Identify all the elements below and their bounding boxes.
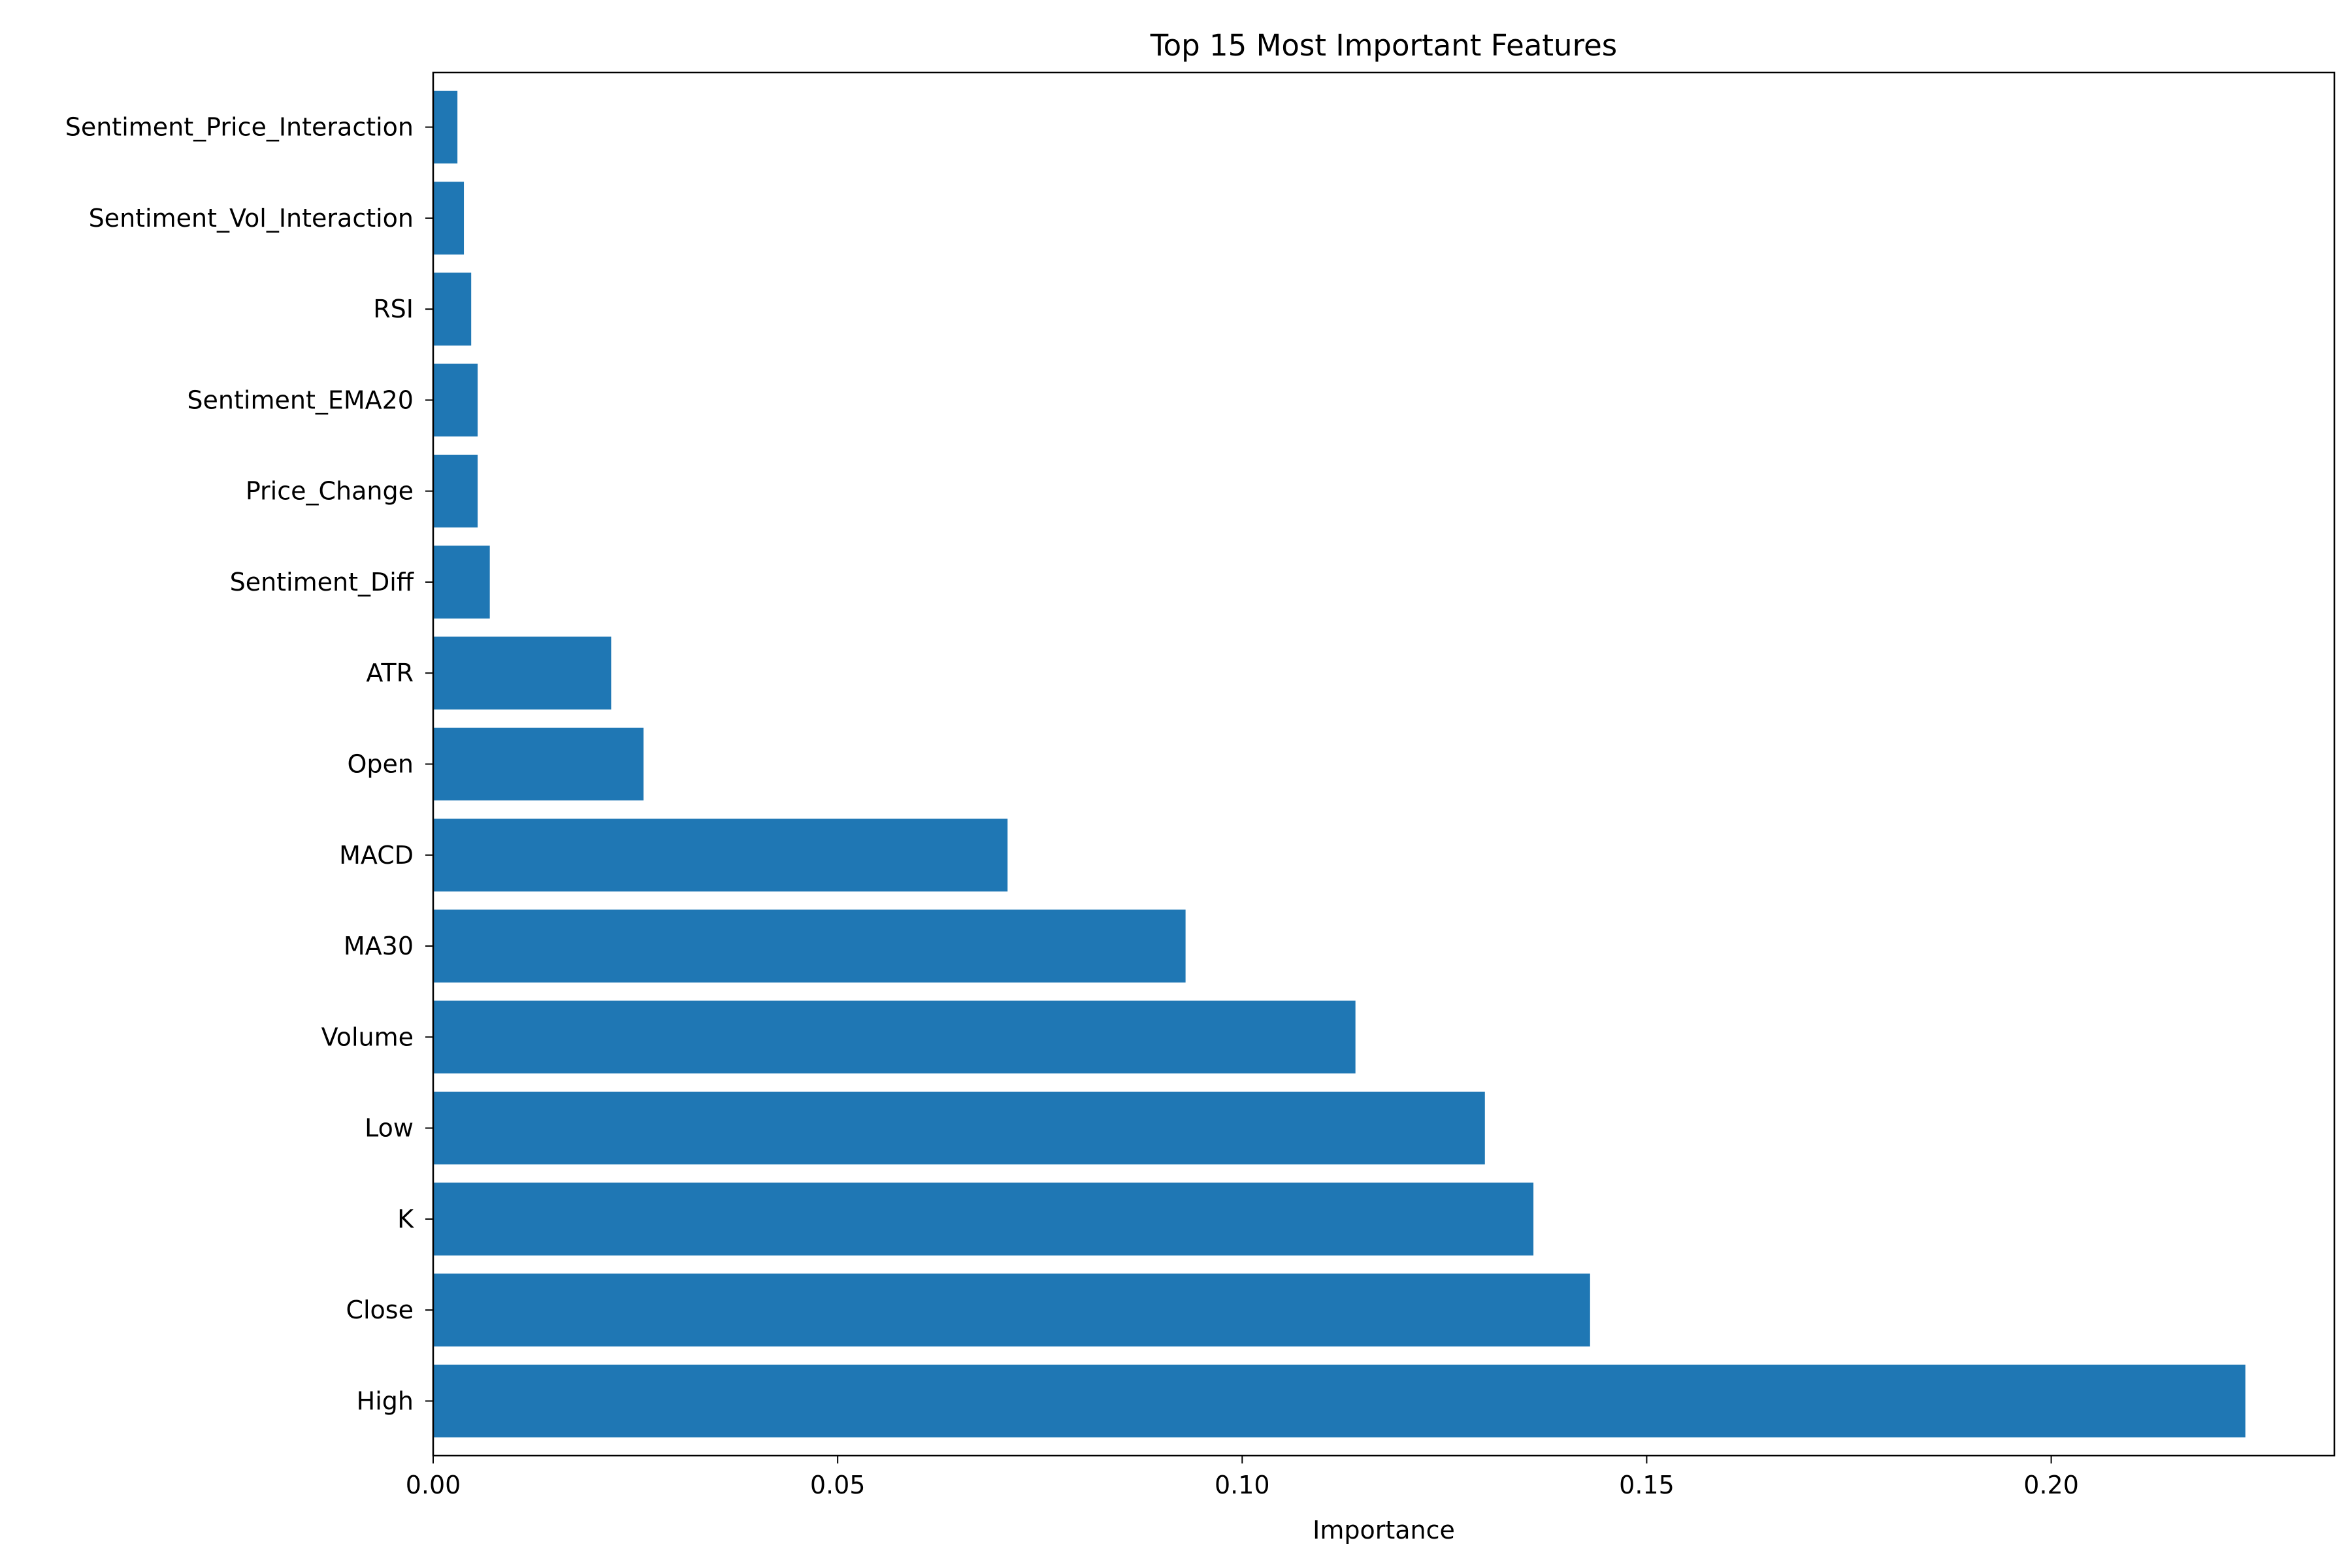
bar-volume bbox=[433, 1000, 1356, 1074]
y-tick-label: Close bbox=[346, 1296, 414, 1324]
y-tick-label: Sentiment_Diff bbox=[230, 568, 414, 596]
bar-price-change bbox=[433, 454, 478, 528]
bars-group bbox=[433, 90, 2246, 1438]
y-axis: High Close K Low Volume MA30 MACD Open ATR Sentim… bbox=[65, 113, 433, 1415]
bar-sentiment-diff bbox=[433, 546, 490, 619]
bar-sentiment-price-interaction bbox=[433, 90, 458, 164]
y-tick-label: RSI bbox=[373, 295, 414, 323]
y-tick-label: Low bbox=[365, 1114, 414, 1143]
bar-ma30 bbox=[433, 909, 1186, 983]
y-tick-label: MACD bbox=[339, 841, 414, 870]
y-tick-label: Volume bbox=[321, 1022, 414, 1051]
bar-high bbox=[433, 1364, 2246, 1438]
bar-sentiment-vol-interaction bbox=[433, 182, 465, 255]
y-tick-label: Price_Change bbox=[246, 477, 414, 506]
bar-k bbox=[433, 1183, 1534, 1256]
y-tick-label: ATR bbox=[366, 659, 414, 687]
y-tick-label: Sentiment_EMA20 bbox=[187, 385, 414, 414]
bar-macd bbox=[433, 819, 1008, 892]
x-tick-label: 0.20 bbox=[2023, 1471, 2079, 1499]
bar-rsi bbox=[433, 272, 472, 346]
bar-low bbox=[433, 1091, 1485, 1165]
y-tick-label: Sentiment_Price_Interaction bbox=[65, 113, 414, 142]
x-tick-label: 0.00 bbox=[406, 1471, 461, 1499]
chart-title: Top 15 Most Important Features bbox=[1150, 28, 1617, 63]
y-tick-label: MA30 bbox=[344, 932, 414, 960]
y-tick-label: K bbox=[397, 1205, 414, 1233]
x-axis: 0.00 0.05 0.10 0.15 0.20 bbox=[406, 1456, 2079, 1499]
plot-frame bbox=[432, 71, 2336, 1457]
bar-sentiment-ema20 bbox=[433, 363, 478, 437]
bar-atr bbox=[433, 636, 612, 710]
x-axis-title: Importance bbox=[1313, 1516, 1455, 1544]
x-tick-label: 0.10 bbox=[1215, 1471, 1270, 1499]
bar-close bbox=[433, 1273, 1590, 1347]
x-tick-label: 0.15 bbox=[1619, 1471, 1674, 1499]
x-tick-label: 0.05 bbox=[810, 1471, 866, 1499]
y-tick-label: Open bbox=[348, 750, 414, 779]
y-tick-label: Sentiment_Vol_Interaction bbox=[89, 204, 414, 233]
bar-open bbox=[433, 727, 644, 801]
y-tick-label: High bbox=[357, 1386, 414, 1415]
